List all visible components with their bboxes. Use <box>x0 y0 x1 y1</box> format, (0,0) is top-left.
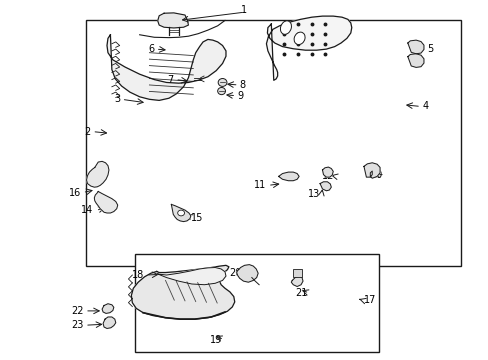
Text: 18: 18 <box>132 270 144 280</box>
Polygon shape <box>236 265 258 282</box>
Polygon shape <box>86 161 109 187</box>
Polygon shape <box>171 204 190 222</box>
Text: 10: 10 <box>370 170 383 180</box>
Polygon shape <box>320 182 330 191</box>
Text: 6: 6 <box>148 44 154 54</box>
Text: 16: 16 <box>69 188 81 198</box>
Text: 12: 12 <box>322 171 334 181</box>
Text: 20: 20 <box>229 268 242 278</box>
Text: 22: 22 <box>71 306 83 316</box>
Polygon shape <box>322 167 332 177</box>
Text: 7: 7 <box>167 75 173 85</box>
Ellipse shape <box>217 87 225 95</box>
Text: 17: 17 <box>363 295 376 305</box>
Polygon shape <box>291 276 303 287</box>
Polygon shape <box>407 54 423 67</box>
Polygon shape <box>407 40 423 54</box>
Polygon shape <box>278 172 299 181</box>
Bar <box>135 253 378 352</box>
Polygon shape <box>158 13 188 28</box>
Text: 19: 19 <box>210 334 222 345</box>
Polygon shape <box>158 267 225 285</box>
Bar <box>86 21 461 266</box>
Text: 13: 13 <box>307 189 320 199</box>
Ellipse shape <box>280 21 291 34</box>
Text: 11: 11 <box>254 180 266 190</box>
Ellipse shape <box>218 78 226 86</box>
Text: 8: 8 <box>239 80 245 90</box>
Text: 4: 4 <box>422 102 427 112</box>
Ellipse shape <box>177 210 184 216</box>
Text: 14: 14 <box>81 206 93 216</box>
Text: 9: 9 <box>237 91 243 101</box>
Text: 23: 23 <box>71 320 83 330</box>
Text: 1: 1 <box>241 5 247 15</box>
Text: 21: 21 <box>295 288 307 298</box>
Text: 2: 2 <box>84 127 91 136</box>
Polygon shape <box>103 317 116 328</box>
Polygon shape <box>131 265 234 319</box>
Text: 5: 5 <box>427 44 433 54</box>
Text: 3: 3 <box>114 94 120 104</box>
Polygon shape <box>363 163 379 178</box>
Bar <box>293 269 302 277</box>
Ellipse shape <box>293 32 305 45</box>
Polygon shape <box>94 192 118 213</box>
Polygon shape <box>266 16 351 80</box>
Polygon shape <box>102 304 114 314</box>
Text: 15: 15 <box>190 213 203 222</box>
Polygon shape <box>107 35 225 100</box>
